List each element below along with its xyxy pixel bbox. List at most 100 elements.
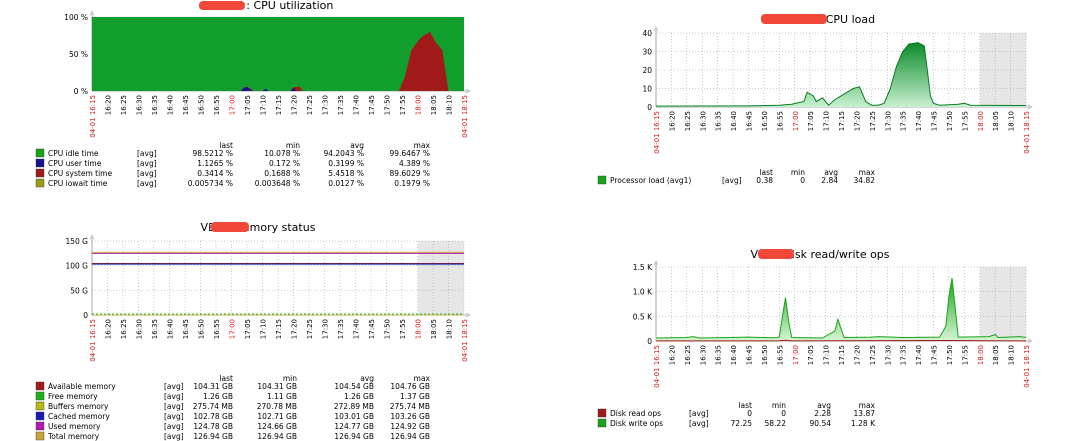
y-tick-label: 100 % [64, 13, 88, 22]
x-tick-label: 18:10 [1008, 345, 1016, 365]
legend-func: [avg] [164, 402, 184, 411]
legend-value: 0.3414 % [197, 169, 233, 178]
legend-value: 104.31 GB [257, 382, 297, 391]
legend-value: 126.94 GB [334, 432, 374, 441]
x-tick-label: 17:25 [869, 345, 877, 365]
x-tick-label: 17:40 [915, 345, 923, 365]
legend-value: 124.77 GB [334, 422, 374, 431]
legend-value: 1.11 GB [267, 392, 297, 401]
legend-func: [avg] [689, 409, 709, 418]
legend-value: 0.003648 % [255, 179, 300, 188]
legend-header: last [738, 401, 752, 410]
y-axis-arrow [89, 10, 95, 16]
legend-value: 34.82 [854, 176, 876, 185]
processor-load-area [656, 42, 1026, 107]
legend-value: 124.66 GB [257, 422, 297, 431]
x-tick-label: 16:50 [761, 111, 769, 131]
x-tick-label: 16:50 [198, 95, 206, 115]
legend-swatch [35, 148, 45, 158]
x-tick-label: 18:00 [415, 319, 423, 339]
legend-swatch [597, 408, 607, 418]
legend-value: 4.389 % [399, 159, 430, 168]
legend-value: 0.1979 % [394, 179, 430, 188]
y-tick-label: 0.5 K [633, 312, 653, 321]
x-tick-label: 16:20 [668, 345, 676, 365]
x-axis-arrow [1027, 104, 1033, 110]
x-tick-label: 17:10 [823, 345, 831, 365]
x-tick-label: 16:35 [715, 111, 723, 131]
x-tick-label: 16:25 [120, 319, 128, 339]
x-tick-label: 17:45 [368, 95, 376, 115]
x-range-label: 04-01 18:15 [1023, 345, 1031, 388]
x-tick-label: 18:10 [446, 319, 454, 339]
x-tick-label: 17:30 [322, 95, 330, 115]
legend-swatch [597, 418, 607, 428]
y-tick-label: 150 G [65, 237, 88, 246]
x-tick-label: 16:50 [198, 319, 206, 339]
legend-header: min [791, 168, 805, 177]
y-tick-label: 0 [647, 103, 652, 112]
x-tick-label: 17:20 [853, 111, 861, 131]
legend-swatch [35, 411, 45, 421]
x-tick-label: 17:45 [931, 111, 939, 131]
x-tick-label: 17:45 [931, 345, 939, 365]
x-tick-label: 17:40 [353, 95, 361, 115]
x-tick-label: 17:30 [884, 345, 892, 365]
x-tick-label: 16:55 [776, 111, 784, 131]
legend-header: max [859, 401, 876, 410]
x-tick-label: 18:00 [415, 95, 423, 115]
legend-value: 90.54 [810, 419, 832, 428]
x-tick-label: 16:45 [746, 345, 754, 365]
shaded-region [980, 267, 1026, 341]
x-tick-label: 18:10 [446, 95, 454, 115]
x-tick-label: 17:05 [244, 319, 252, 339]
y-tick-label: 50 G [70, 286, 88, 295]
legend-swatch [35, 421, 45, 431]
legend-func: [avg] [137, 179, 157, 188]
x-tick-label: 17:55 [961, 345, 969, 365]
legend-header: last [219, 141, 233, 150]
y-tick-label: 0 [83, 311, 88, 320]
legend-swatch [35, 391, 45, 401]
legend-swatch [35, 168, 45, 178]
x-tick-label: 17:55 [399, 95, 407, 115]
legend-value: 5.4518 % [328, 169, 364, 178]
legend-swatch [597, 175, 607, 185]
cpu-utilization-chart: VEC : CPU utilization 100 %50 %0 %16:201… [35, 0, 471, 188]
legend-series-name: Available memory [48, 382, 116, 391]
x-tick-label: 16:25 [684, 111, 692, 131]
legend-value: 272.89 MB [334, 402, 374, 411]
legend-swatch [35, 158, 45, 168]
x-tick-label: 17:05 [244, 95, 252, 115]
legend-series-name: Total memory [47, 432, 100, 441]
x-tick-label: 16:25 [120, 95, 128, 115]
x-tick-label: 17:50 [384, 319, 392, 339]
legend-value: 0.1688 % [264, 169, 300, 178]
redaction-mark [761, 14, 827, 24]
legend-value: 0.0127 % [328, 179, 364, 188]
y-tick-label: 10 [642, 85, 652, 94]
legend-value: 104.54 GB [334, 382, 374, 391]
x-range-label: 04-01 16:15 [653, 111, 661, 154]
legend-header: last [759, 168, 773, 177]
x-tick-label: 17:00 [229, 319, 237, 339]
system-time-area [92, 31, 464, 91]
x-tick-label: 17:15 [275, 319, 283, 339]
legend-series-name: Cached memory [48, 412, 110, 421]
legend-header: max [414, 141, 431, 150]
x-tick-label: 17:15 [275, 95, 283, 115]
x-tick-label: 16:45 [182, 319, 190, 339]
legend-series-name: Processor load (avg1) [610, 176, 691, 185]
legend-value: 72.25 [731, 419, 753, 428]
redaction-mark [199, 1, 245, 10]
legend-series-name: CPU user time [48, 159, 102, 168]
x-tick-label: 16:20 [105, 319, 113, 339]
x-tick-label: 17:40 [915, 111, 923, 131]
y-axis-arrow [89, 234, 95, 240]
x-tick-label: 16:35 [151, 95, 159, 115]
x-tick-label: 16:30 [136, 95, 144, 115]
legend-func: [avg] [137, 159, 157, 168]
x-tick-label: 16:40 [730, 111, 738, 131]
x-range-label: 04-01 18:15 [1023, 111, 1031, 154]
